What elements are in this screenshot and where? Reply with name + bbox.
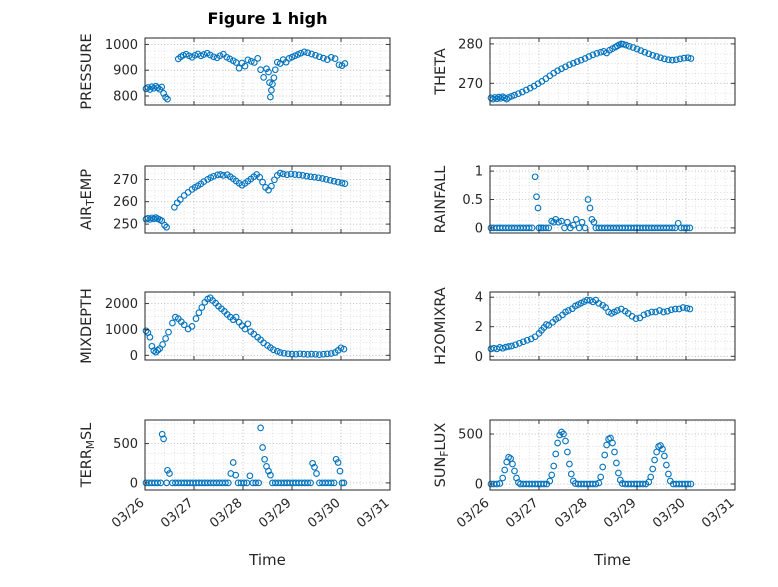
subplot-mixdepth: 0 1000 2000 MIXDEPTH	[79, 288, 391, 364]
minor-grid	[490, 292, 735, 360]
minor-grid	[490, 38, 735, 105]
y-tick-label: 260	[113, 195, 138, 210]
x-tick-label: 03/30	[650, 496, 688, 532]
tick-marks	[144, 166, 391, 233]
axes-frame	[489, 291, 736, 361]
tick-marks	[489, 38, 736, 105]
x-tick-label: 03/29	[256, 496, 294, 532]
y-axis-label: H2OMIXRA	[433, 287, 449, 365]
subplot-pressure: 800 900 1000 PRESSURE	[79, 33, 391, 110]
axes-frame	[144, 291, 391, 361]
y-tick-label: 0	[130, 476, 138, 491]
y-axis-label: THETA	[433, 48, 449, 96]
y-tick-label: 900	[113, 64, 138, 79]
y-tick-label: 0	[130, 349, 138, 364]
x-tick-label: 03/28	[552, 496, 590, 532]
x-tick-label: 03/31	[354, 496, 392, 532]
subplot-h2omixra: 0 2 4 H2OMIXRA	[433, 287, 736, 365]
scatter-points	[487, 173, 694, 232]
y-tick-label: 2000	[105, 297, 138, 312]
x-tick-label: 03/27	[503, 496, 541, 532]
x-tick-label: 03/29	[601, 496, 639, 532]
y-tick-label: 1000	[105, 38, 138, 53]
y-tick-label: 500	[458, 428, 483, 443]
subplot-terr-msl: 0 500 03/26 03/27 03/28 03/29 03/30 03/31 TERRMS…	[79, 419, 393, 532]
y-tick-label: 4	[475, 291, 483, 306]
scatter-points	[487, 296, 694, 353]
major-grid	[145, 166, 390, 233]
scatter-points	[487, 428, 695, 488]
subplot-rainfall: 0 0.5 1 RAINFALL	[433, 165, 736, 236]
axes-frame	[144, 419, 391, 491]
y-tick-label: 270	[458, 77, 483, 92]
y-tick-label: 1	[475, 165, 483, 180]
xlabel-time-right: Time	[594, 551, 631, 569]
tick-marks	[144, 420, 391, 490]
axes-frame	[144, 37, 391, 106]
axes-frame	[489, 419, 736, 491]
x-tick-label: 03/28	[207, 496, 245, 532]
y-tick-label: 0	[475, 221, 483, 236]
tick-marks	[144, 292, 391, 360]
subplot-air-temp: 250 260 270 AIRTEMP	[79, 165, 391, 234]
y-axis-label: PRESSURE	[79, 33, 95, 109]
figure-title: Figure 1 high	[207, 9, 328, 28]
minor-grid	[490, 420, 735, 490]
subplot-sun-flux: 0 500 03/26 03/27 03/28 03/29 03/30 03/31 SUNFLU…	[433, 419, 738, 532]
y-axis-label: TERRMSL	[79, 423, 97, 489]
y-tick-label: 270	[113, 173, 138, 188]
y-tick-label: 1000	[105, 323, 138, 338]
y-tick-label: 0	[475, 478, 483, 493]
y-axis-label: MIXDEPTH	[79, 288, 95, 364]
y-tick-label: 250	[113, 218, 138, 233]
y-tick-label: 0.5	[462, 193, 483, 208]
y-axis-label: RAINFALL	[433, 166, 449, 234]
major-grid	[490, 166, 735, 233]
y-tick-label: 2	[475, 320, 483, 335]
y-tick-label: 500	[113, 437, 138, 452]
y-tick-label: 800	[113, 90, 138, 105]
tick-marks	[489, 166, 736, 233]
x-tick-label: 03/30	[305, 496, 343, 532]
y-axis-label: AIRTEMP	[79, 169, 97, 230]
minor-grid	[145, 166, 390, 233]
y-axis-label: SUNFLUX	[433, 423, 451, 488]
major-grid	[490, 38, 735, 105]
tick-marks	[144, 38, 391, 105]
xlabel-time-left: Time	[249, 551, 286, 569]
axes-frame	[144, 165, 391, 234]
x-tick-label: 03/31	[699, 496, 737, 532]
tick-marks	[489, 292, 736, 360]
x-tick-label: 03/26	[109, 496, 147, 532]
minor-grid	[145, 420, 390, 490]
scatter-points	[487, 40, 695, 103]
x-tick-label: 03/27	[158, 496, 196, 532]
major-grid	[145, 292, 390, 360]
scatter-points	[142, 424, 348, 487]
axes-frame	[489, 37, 736, 106]
major-grid	[490, 420, 735, 490]
minor-grid	[490, 166, 735, 233]
x-tick-label: 03/26	[454, 496, 492, 532]
scatter-points	[142, 169, 349, 231]
major-grid	[490, 292, 735, 360]
major-grid	[145, 420, 390, 490]
scatter-points	[142, 294, 348, 358]
tick-marks	[489, 420, 736, 490]
y-tick-label: 280	[458, 37, 483, 52]
scatter-points	[142, 48, 349, 103]
y-tick-label: 0	[475, 350, 483, 365]
subplot-theta: 270 280 THETA	[433, 37, 736, 106]
